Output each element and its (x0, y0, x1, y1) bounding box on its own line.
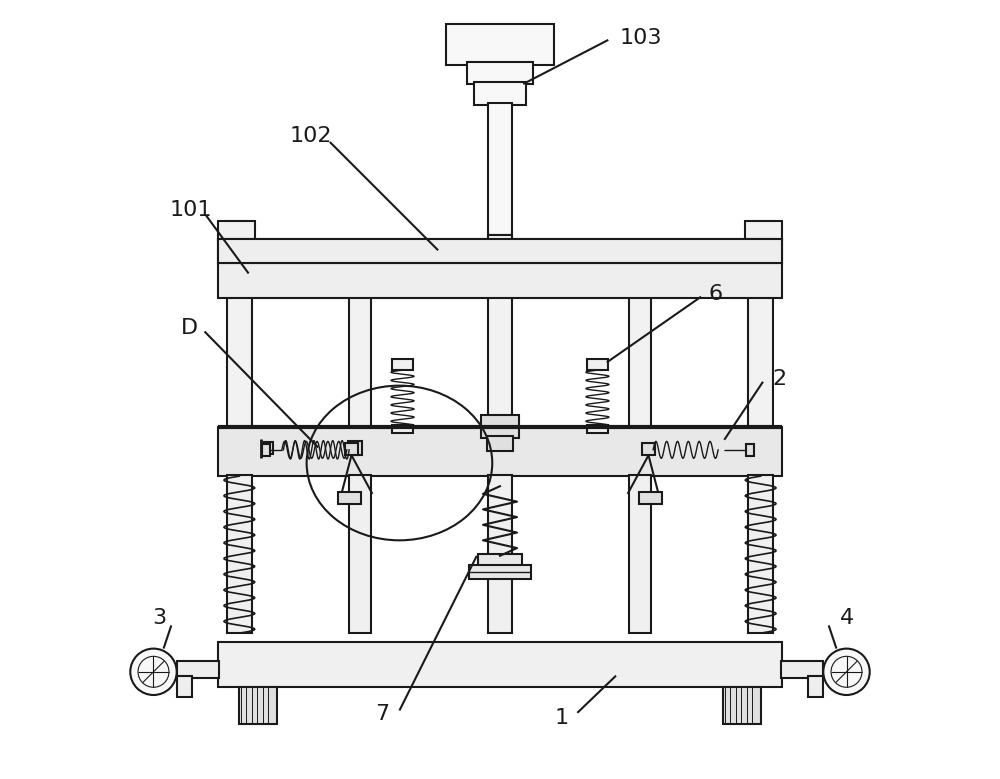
Text: 7: 7 (375, 704, 389, 724)
Circle shape (823, 649, 870, 695)
Text: 101: 101 (169, 200, 212, 220)
Text: 102: 102 (289, 126, 332, 146)
Bar (469, 565, 531, 579)
Bar (348, 442, 362, 455)
Bar (629, 262, 651, 428)
Bar (227, 262, 252, 428)
Bar (474, 82, 526, 105)
Bar (748, 474, 773, 633)
Bar (481, 415, 519, 439)
Bar (239, 686, 277, 724)
Bar (748, 262, 773, 428)
Bar (227, 474, 252, 633)
Bar (446, 24, 554, 65)
Bar (218, 238, 782, 263)
Bar (746, 444, 754, 456)
Text: 1: 1 (555, 708, 569, 728)
Circle shape (130, 649, 177, 695)
Bar (177, 661, 219, 678)
Bar (629, 474, 651, 633)
Bar (723, 686, 761, 724)
Bar (642, 443, 655, 455)
Bar (338, 492, 361, 504)
Text: 4: 4 (840, 608, 854, 628)
Bar (745, 221, 782, 240)
Text: 103: 103 (620, 27, 662, 48)
Bar (487, 436, 513, 451)
Bar (218, 428, 782, 476)
Bar (808, 676, 823, 696)
Bar (218, 263, 782, 298)
Bar (345, 443, 358, 455)
Bar (349, 474, 371, 633)
Bar (264, 442, 273, 454)
Bar (218, 643, 782, 687)
Bar (392, 358, 413, 370)
Bar (488, 474, 512, 633)
Bar (467, 62, 533, 84)
Bar (781, 661, 823, 678)
Bar (587, 425, 608, 433)
Text: 2: 2 (772, 369, 786, 390)
Bar (488, 104, 512, 234)
Bar (262, 444, 270, 456)
Bar (587, 358, 608, 370)
Text: D: D (181, 318, 198, 337)
Text: 3: 3 (153, 608, 167, 628)
Bar (639, 492, 662, 504)
Bar (478, 554, 522, 566)
Bar (177, 676, 192, 696)
Bar (218, 221, 255, 240)
Bar (488, 234, 512, 428)
Bar (218, 238, 782, 263)
Text: 6: 6 (709, 284, 723, 305)
Bar (392, 425, 413, 433)
Bar (349, 262, 371, 428)
